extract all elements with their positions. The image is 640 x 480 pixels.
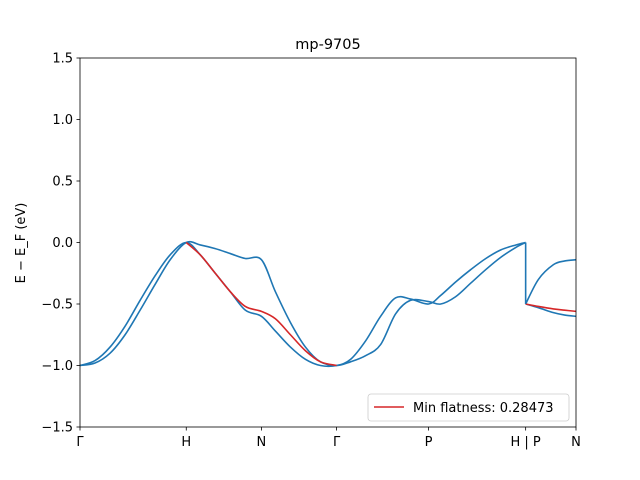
band-line-3 xyxy=(524,258,577,305)
x-tick-label: N xyxy=(571,435,581,450)
y-tick-label: −1.5 xyxy=(41,421,73,436)
chart-title: mp-9705 xyxy=(295,37,360,53)
band-line-0 xyxy=(79,241,526,368)
x-tick-label: H xyxy=(181,435,191,450)
y-tick-label: −1.0 xyxy=(41,359,73,374)
band-line-2 xyxy=(185,241,337,367)
x-tick-label: N xyxy=(257,435,267,450)
y-tick-label: 1.5 xyxy=(52,52,73,67)
y-axis-label-group: E − E_F (eV) xyxy=(14,203,29,284)
y-tick-label: 0.5 xyxy=(52,175,73,190)
legend-box xyxy=(367,393,570,422)
y-axis-label: E − E_F (eV) xyxy=(14,203,29,284)
band-line-5 xyxy=(525,303,577,313)
x-tick-label: H | P xyxy=(511,435,541,450)
legend-label: Min flatness: 0.28473 xyxy=(413,401,554,416)
x-ticks-layer: Γ H N Γ P H | P N xyxy=(76,427,581,450)
x-tick-label: Γ xyxy=(333,435,341,450)
band-line-1 xyxy=(79,240,527,367)
legend: Min flatness: 0.28473 xyxy=(367,393,570,422)
y-tick-label: 1.0 xyxy=(52,113,73,128)
plot-frame xyxy=(79,57,577,428)
y-tick-label: 0.0 xyxy=(52,236,73,251)
x-tick-label: Γ xyxy=(76,435,84,450)
y-tick-label: −0.5 xyxy=(41,298,73,313)
x-tick-label: P xyxy=(425,435,433,450)
bands-layer xyxy=(79,240,577,368)
y-ticks-layer: −1.5 −1.0 −0.5 0.0 0.5 1.0 1.5 xyxy=(41,52,80,436)
